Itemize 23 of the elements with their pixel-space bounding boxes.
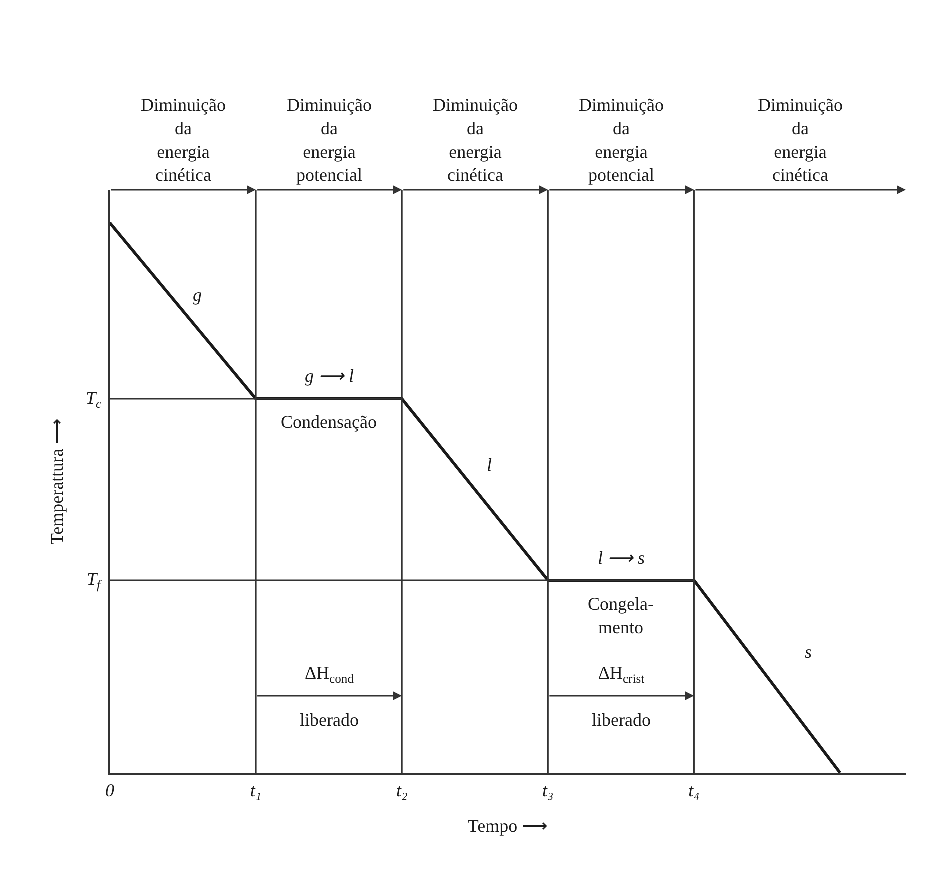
annotation: l — [487, 455, 492, 475]
ref-line-label: T$_{f}$ — [87, 569, 102, 592]
x-tick-label: t₂ — [396, 780, 408, 800]
text: Diminuição da energia cinética — [433, 95, 518, 186]
text: Diminuição da energia cinética — [758, 95, 843, 186]
annotation: Condensação — [281, 412, 377, 432]
x-tick-label: t₄ — [688, 780, 700, 800]
y-axis-title: Temperattura ⟶ — [46, 418, 67, 545]
x-tick-label: t₁ — [250, 780, 262, 800]
x-tick-label: t₃ — [542, 780, 554, 800]
annotation: Congela- mento — [588, 594, 654, 638]
ref-line-label: T$_{c}$ — [86, 388, 102, 411]
text: Diminuição da energia cinética — [141, 95, 226, 186]
annotation: g ⟶ l — [305, 366, 354, 386]
text: Diminuição da energia potencial — [579, 95, 664, 186]
text: ΔH$_{cond}$ liberado — [300, 663, 359, 730]
x-tick-label: 0 — [106, 780, 114, 800]
annotation: l ⟶ s — [598, 548, 646, 568]
annotation: g — [193, 285, 202, 305]
text: ΔH$_{crist}$ liberado — [592, 663, 651, 730]
x-axis-title: Tempo ⟶ — [468, 816, 548, 836]
annotation: s — [805, 642, 812, 662]
text: Diminuição da energia potencial — [287, 95, 372, 186]
